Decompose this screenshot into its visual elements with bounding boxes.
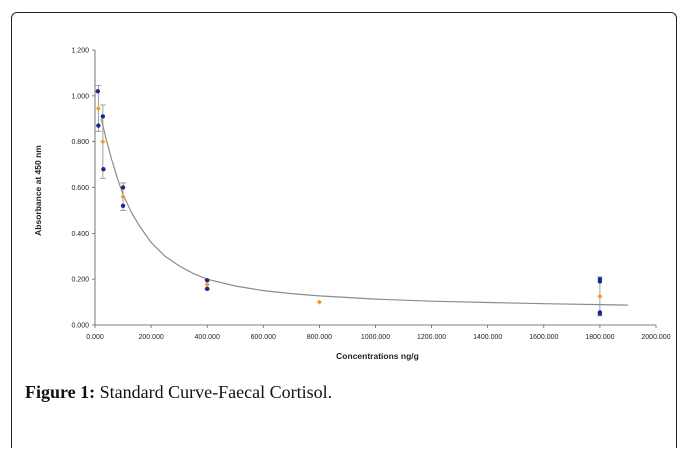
x-tick-label: 1800.000 xyxy=(585,334,614,341)
y-tick-label: 0.200 xyxy=(71,277,89,284)
replicate-point xyxy=(96,123,101,128)
replicate-point xyxy=(101,166,106,172)
axes: 0.000 0.200 0.400 0.600 0.800 1.000 1.200 0.000… xyxy=(71,48,670,342)
fit-curve xyxy=(100,118,628,306)
y-tick-label: 0.000 xyxy=(71,323,89,330)
replicate-point xyxy=(95,89,101,94)
error-bar-layer xyxy=(95,85,603,317)
x-tick-label: 600.000 xyxy=(251,334,276,341)
x-tick-label: 1200.000 xyxy=(417,334,446,341)
x-tick-label: 400.000 xyxy=(195,334,220,341)
caption-text: Standard Curve-Faecal Cortisol. xyxy=(99,382,333,402)
x-tick-label: 200.000 xyxy=(138,334,163,341)
y-tick-label: 0.400 xyxy=(71,231,89,238)
replicate-point xyxy=(120,185,126,190)
points-layer xyxy=(95,89,603,316)
replicate-point xyxy=(597,311,603,316)
y-tick-label: 0.800 xyxy=(71,139,89,146)
mean-point xyxy=(100,139,106,145)
y-tick-label: 1.000 xyxy=(71,93,89,100)
y-tick-label: 0.600 xyxy=(71,185,89,192)
x-tick-label: 1600.000 xyxy=(529,334,558,341)
standard-curve-chart: 0.000 0.200 0.400 0.600 0.800 1.000 1.200 0.000… xyxy=(33,48,671,362)
x-tick-label: 2000.000 xyxy=(641,334,670,341)
x-tick-label: 1000.000 xyxy=(361,334,390,341)
x-tick-label: 1400.000 xyxy=(473,334,502,341)
replicate-point xyxy=(597,279,603,284)
figure-frame xyxy=(11,12,677,448)
caption-label: Figure 1: xyxy=(25,382,96,402)
x-axis-title: Concentrations ng/g xyxy=(336,351,419,361)
replicate-point xyxy=(205,286,210,291)
y-tick-label: 1.200 xyxy=(71,48,89,55)
x-tick-label: 800.000 xyxy=(307,334,332,341)
replicate-point xyxy=(120,203,126,209)
mean-point xyxy=(120,194,126,200)
mean-point xyxy=(597,293,603,299)
replicate-point xyxy=(100,114,106,119)
mean-point xyxy=(316,299,322,305)
mean-point xyxy=(204,281,210,288)
replicate-point xyxy=(205,278,210,283)
fit-curve-layer xyxy=(100,118,628,306)
y-axis-title: Absorbance at 450 nm xyxy=(33,145,43,236)
figure-caption: Figure 1: Standard Curve-Faecal Cortisol… xyxy=(25,382,332,403)
mean-point xyxy=(95,105,101,112)
x-tick-label: 0.000 xyxy=(86,334,104,341)
